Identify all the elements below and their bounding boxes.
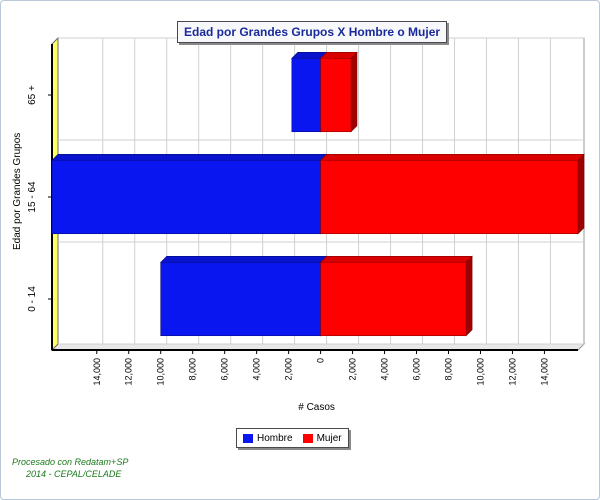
bar-mujer-1	[320, 159, 579, 235]
x-tick-label: 0	[316, 358, 326, 363]
x-tick-label: 6,000	[412, 358, 422, 381]
bar-hombre-1	[51, 159, 321, 235]
bar-mujer-1-side	[577, 153, 585, 235]
bar-hombre-0	[291, 57, 321, 133]
bar-mujer-0	[320, 57, 352, 133]
x-tick-label: 10,000	[475, 358, 485, 386]
bar-layer	[51, 51, 585, 337]
x-tick-label: 10,000	[156, 358, 166, 386]
y-tick-label: 15 - 64	[27, 181, 38, 213]
bar-hombre-1-top	[51, 153, 328, 161]
legend-label-hombre: Hombre	[257, 432, 293, 444]
legend-entry-hombre: Hombre	[243, 433, 293, 444]
y-tick-label: 65 +	[27, 85, 38, 105]
x-tick-label: 8,000	[188, 358, 198, 381]
credit-line-2: 2014 - CEPAL/CELADE	[26, 469, 122, 479]
bar-hombre-2	[160, 261, 321, 337]
x-tick-label: 4,000	[252, 358, 262, 381]
y-tick-label: 0 - 14	[27, 286, 38, 312]
bar-mujer-2-top	[319, 255, 473, 263]
legend-entry-mujer: Mujer	[302, 432, 342, 444]
bar-mujer-2-side	[465, 255, 473, 337]
legend-swatch-mujer	[302, 433, 313, 443]
bar-hombre-2-top	[159, 255, 328, 263]
x-tick-label: 8,000	[443, 358, 453, 381]
x-tick-label: 6,000	[220, 358, 230, 381]
legend: Hombre Mujer	[236, 428, 349, 448]
tick-layer: 65 + 15 - 64 0 - 14 14,000 12,000 10,000 8,000…	[27, 85, 549, 413]
x-axis-label: # Casos	[298, 402, 335, 413]
x-tick-label: 4,000	[380, 358, 390, 381]
legend-swatch-hombre	[243, 433, 253, 443]
x-tick-label: 2,000	[284, 358, 294, 381]
y-axis-label: Edad por Grandes Grupos	[12, 132, 23, 250]
x-tick-label: 2,000	[348, 358, 358, 381]
bar-mujer-0-side	[350, 51, 358, 133]
x-tick-label: 14,000	[92, 358, 102, 386]
chart-title: Edad por Grandes Grupos X Hombre o Mujer	[177, 21, 448, 43]
bar-mujer-1-top	[319, 153, 585, 161]
legend-label-mujer: Mujer	[316, 432, 342, 444]
x-tick-label: 14,000	[539, 358, 549, 386]
x-tick-label: 12,000	[124, 358, 134, 386]
credit-line-1: Procesado con Redatam+SP	[12, 457, 129, 467]
x-tick-label: 12,000	[507, 358, 517, 386]
credit-text: Procesado con Redatam+SP 2014 - CEPAL/CE…	[12, 456, 128, 480]
bar-mujer-2	[320, 261, 467, 337]
